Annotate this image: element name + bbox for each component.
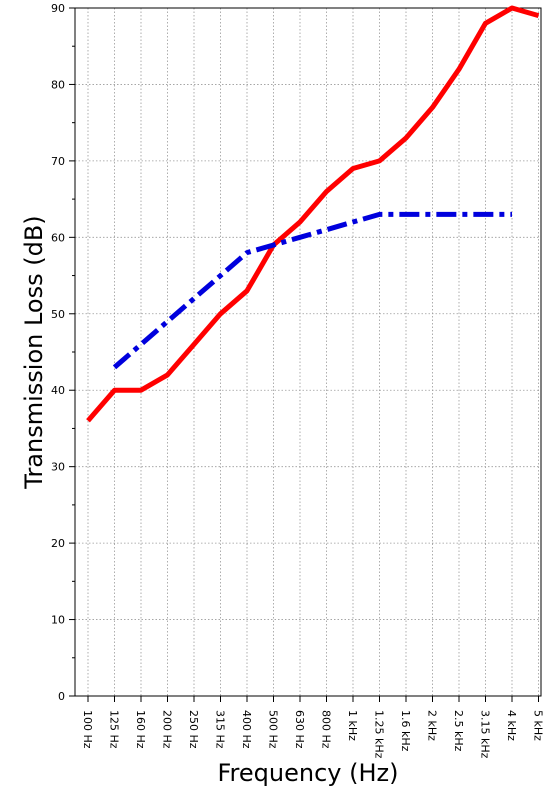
y-tick-label: 80: [51, 78, 65, 91]
y-tick-label: 30: [51, 461, 65, 474]
x-tick-label: 100 Hz: [81, 710, 94, 749]
series-lines: [86, 5, 540, 423]
series-line-1: [86, 5, 540, 423]
x-tick-label: 315 Hz: [214, 710, 227, 749]
x-tick-label: 400 Hz: [240, 710, 253, 749]
y-tick-label: 20: [51, 537, 65, 550]
y-tick-label: 40: [51, 384, 65, 397]
x-tick-label: 4 kHz: [505, 710, 518, 741]
y-tick-label: 60: [51, 231, 65, 244]
series-line-2: [112, 211, 512, 370]
y-tick-label: 90: [51, 2, 65, 15]
x-axis-title: Frequency (Hz): [218, 759, 399, 787]
x-axis: 100 Hz 125 Hz 160 Hz 200 Hz 250 Hz 315 Hz 400 …: [81, 696, 545, 759]
x-tick-label: 630 Hz: [293, 710, 306, 749]
x-tick-label: 2.5 kHz: [452, 710, 465, 752]
grid-lines: [75, 8, 541, 696]
x-tick-label: 160 Hz: [134, 710, 147, 749]
x-tick-label: 125 Hz: [108, 710, 121, 749]
x-tick-label: 1.6 kHz: [399, 710, 412, 752]
x-tick-label: 2 kHz: [426, 710, 439, 741]
x-tick-label: 5 kHz: [532, 710, 545, 741]
y-tick-label: 0: [58, 690, 65, 703]
y-tick-label: 50: [51, 308, 65, 321]
y-axis-title: Transmission Loss (dB): [20, 215, 48, 489]
x-tick-label: 500 Hz: [267, 710, 280, 749]
x-tick-label: 250 Hz: [187, 710, 200, 749]
y-tick-label: 10: [51, 614, 65, 627]
x-tick-label: 1.25 kHz: [373, 710, 386, 759]
y-tick-label: 70: [51, 155, 65, 168]
x-tick-label: 3.15 kHz: [479, 710, 492, 759]
x-tick-label: 1 kHz: [346, 710, 359, 741]
x-tick-label: 800 Hz: [320, 710, 333, 749]
x-tick-label: 200 Hz: [161, 710, 174, 749]
plot-frame: [74, 7, 542, 697]
y-axis: 0 10 20 30 40 50 60 70 80 90: [51, 2, 75, 703]
